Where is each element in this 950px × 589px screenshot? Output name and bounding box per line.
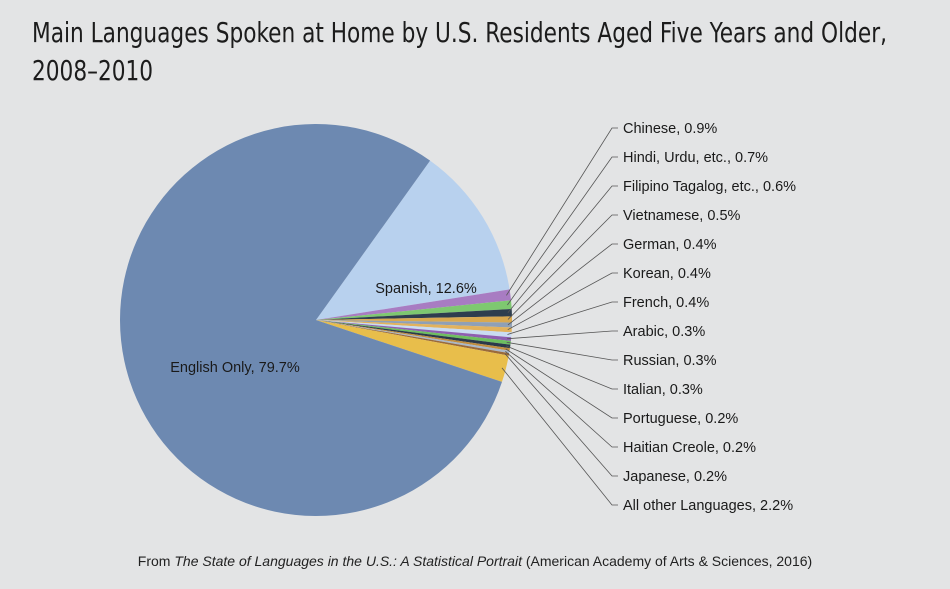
pie-slice-vietnamese	[316, 316, 512, 323]
callout-label-hindi-urdu-etc: Hindi, Urdu, etc., 0.7%	[623, 150, 768, 166]
callout-label-all-other-languages: All other Languages, 2.2%	[623, 498, 793, 514]
inside-label-spanish: Spanish, 12.6%	[375, 281, 477, 297]
callout-label-russian: Russian, 0.3%	[623, 353, 717, 369]
callout-label-german: German, 0.4%	[623, 237, 717, 253]
leader-line-french	[507, 301, 618, 335]
source-title: The State of Languages in the U.S.: A St…	[174, 553, 522, 569]
leader-line-all-other-languages	[501, 367, 618, 506]
pie-slice-arabic	[316, 320, 512, 341]
leader-line-haitian-creole	[505, 351, 618, 448]
leader-line-italian	[506, 345, 618, 390]
callout-label-filipino-tagalog-etc: Filipino Tagalog, etc., 0.6%	[623, 179, 796, 195]
pie-slice-korean	[316, 320, 512, 333]
pie-slice-chinese	[316, 289, 512, 320]
leader-line-russian	[506, 341, 618, 361]
pie-slice-all-other-languages	[316, 320, 509, 382]
pie-slice-spanish	[316, 160, 510, 320]
callout-label-japanese: Japanese, 0.2%	[623, 469, 727, 485]
pie-slice-filipino-tagalog-etc	[316, 308, 512, 320]
pie-slice-japanese	[316, 320, 510, 356]
leader-line-chinese	[506, 127, 618, 296]
callout-label-korean: Korean, 0.4%	[623, 266, 711, 282]
pie-slice-hindi-urdu-etc	[316, 300, 512, 320]
leader-line-hindi-urdu-etc	[507, 156, 618, 306]
callout-label-arabic: Arabic, 0.3%	[623, 324, 705, 340]
pie-slice-english-only	[119, 124, 502, 516]
callout-leader-lines	[501, 127, 618, 506]
callout-label-french: French, 0.4%	[623, 295, 709, 311]
callout-label-haitian-creole: Haitian Creole, 0.2%	[623, 440, 756, 456]
leader-line-arabic	[507, 330, 618, 340]
pie-slices	[119, 124, 512, 516]
callout-label-portuguese: Portuguese, 0.2%	[623, 411, 738, 427]
pie-slice-russian	[316, 320, 511, 345]
leader-line-vietnamese	[507, 214, 618, 320]
callout-label-chinese: Chinese, 0.9%	[623, 121, 717, 137]
source-note: From The State of Languages in the U.S.:…	[0, 553, 950, 569]
source-prefix: From	[137, 553, 175, 569]
pie-slice-german	[316, 320, 512, 328]
callout-label-italian: Italian, 0.3%	[623, 382, 703, 398]
leader-line-korean	[507, 272, 618, 331]
slice-labels: English Only, 79.7% Spanish, 12.6% Chinese…	[170, 121, 796, 514]
pie-slice-italian	[316, 320, 511, 349]
pie-slice-french	[316, 320, 512, 338]
leader-line-filipino-tagalog-etc	[507, 185, 618, 314]
pie-slice-haitian-creole	[316, 320, 510, 354]
chart-title: Main Languages Spoken at Home by U.S. Re…	[32, 16, 887, 87]
leader-line-japanese	[504, 353, 618, 477]
leader-line-german	[507, 243, 618, 326]
source-suffix: (American Academy of Arts & Sciences, 20…	[521, 553, 813, 569]
pie-slice-portuguese	[316, 320, 510, 351]
inside-label-english-only: English Only, 79.7%	[170, 360, 300, 376]
callout-label-vietnamese: Vietnamese, 0.5%	[623, 208, 741, 224]
leader-line-portuguese	[505, 348, 618, 419]
